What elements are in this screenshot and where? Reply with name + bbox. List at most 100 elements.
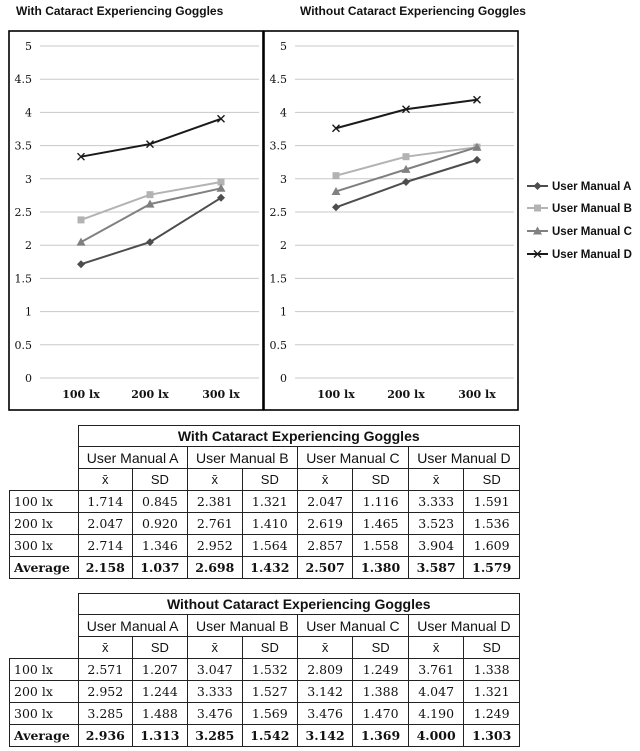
legend-label: User Manual C bbox=[552, 226, 632, 238]
data-point bbox=[145, 199, 155, 208]
table-cell: 2.507 bbox=[296, 556, 354, 579]
data-point bbox=[401, 164, 411, 173]
y-tick-label: 0 bbox=[280, 372, 287, 385]
table-cell: 3.047 bbox=[186, 658, 243, 681]
x-tick-label: 100 lx bbox=[62, 388, 100, 401]
table-cell: 3.285 bbox=[186, 724, 243, 747]
y-tick-label: 0.5 bbox=[15, 339, 33, 352]
legend-label: User Manual A bbox=[552, 181, 631, 193]
table-cell: 4.047 bbox=[407, 680, 465, 703]
sub-header: x̄ bbox=[296, 636, 354, 659]
table-corner bbox=[10, 447, 79, 469]
data-point bbox=[332, 124, 340, 133]
legend-marker bbox=[533, 250, 542, 258]
table-cell: 1.558 bbox=[352, 534, 409, 557]
group-header: User Manual D bbox=[407, 614, 521, 637]
table-cell: 1.249 bbox=[352, 658, 409, 681]
data-point bbox=[76, 237, 86, 246]
sub-header: SD bbox=[463, 468, 520, 491]
group-header: User Manual C bbox=[296, 446, 409, 469]
table-row: Average 2.936 1.313 3.285 1.542 3.142 1.369 4.0… bbox=[9, 724, 520, 747]
x-tick-label: 200 lx bbox=[131, 388, 169, 401]
table-cell: 1.532 bbox=[241, 658, 298, 681]
x-tick-label: 300 lx bbox=[202, 388, 240, 401]
sub-header: SD bbox=[132, 468, 188, 491]
sub-header: SD bbox=[352, 636, 409, 659]
table-row: Average 2.158 1.037 2.698 1.432 2.507 1.380 3.5… bbox=[9, 556, 520, 579]
row-label: Average bbox=[9, 724, 79, 747]
data-point bbox=[331, 186, 341, 195]
y-tick-label: 0 bbox=[25, 372, 32, 385]
table-cell: 1.346 bbox=[132, 534, 188, 557]
table-cell: 3.476 bbox=[186, 702, 243, 725]
table-cell: 2.619 bbox=[296, 512, 354, 535]
table-corner bbox=[10, 426, 79, 447]
sub-header: SD bbox=[132, 636, 188, 659]
table-cell: 1.488 bbox=[132, 702, 188, 725]
group-header: User Manual A bbox=[77, 446, 188, 469]
sub-header: x̄ bbox=[77, 468, 134, 491]
table-cell: 2.047 bbox=[77, 512, 134, 535]
table-cell: 1.410 bbox=[241, 512, 298, 535]
table-row: 100 lx 2.571 1.207 3.047 1.532 2.809 1.249 3.76… bbox=[9, 658, 520, 681]
table-row: 200 lx 2.047 0.920 2.761 1.410 2.619 1.465 3.52… bbox=[9, 512, 520, 535]
row-label: 200 lx bbox=[9, 512, 79, 535]
table-cell: 3.904 bbox=[407, 534, 465, 557]
table-cell: 1.249 bbox=[463, 702, 520, 725]
y-tick-label: 1 bbox=[25, 306, 32, 319]
table-row: 300 lx 3.285 1.488 3.476 1.569 3.476 1.470 4.19… bbox=[9, 702, 520, 725]
data-point bbox=[332, 172, 340, 180]
table-cell: 1.564 bbox=[241, 534, 298, 557]
x-tick-label: 300 lx bbox=[458, 388, 496, 401]
table-cell: 1.207 bbox=[132, 658, 188, 681]
sub-header: SD bbox=[463, 636, 520, 659]
data-point bbox=[402, 105, 410, 114]
table-cell: 1.609 bbox=[463, 534, 520, 557]
y-tick-label: 3.5 bbox=[270, 140, 288, 153]
y-tick-label: 2 bbox=[25, 239, 32, 252]
y-tick-label: 5 bbox=[25, 40, 32, 53]
x-tick-label: 200 lx bbox=[387, 388, 425, 401]
y-tick-label: 4 bbox=[280, 106, 287, 119]
row-label: 200 lx bbox=[9, 680, 79, 703]
data-point bbox=[472, 142, 482, 151]
table-cell: 2.952 bbox=[186, 534, 243, 557]
table-cell: 2.714 bbox=[77, 534, 134, 557]
legend-label: User Manual B bbox=[552, 203, 632, 215]
legend-label: User Manual D bbox=[552, 249, 632, 261]
table-corner bbox=[10, 615, 79, 637]
sub-header: SD bbox=[352, 468, 409, 491]
table-cell: 1.380 bbox=[352, 556, 409, 579]
table-corner bbox=[10, 469, 79, 491]
table-cell: 1.303 bbox=[463, 724, 520, 747]
y-tick-label: 4.5 bbox=[15, 73, 33, 86]
table-cell: 2.698 bbox=[186, 556, 243, 579]
table-title: Without Cataract Experiencing Goggles bbox=[77, 593, 520, 615]
sub-header: x̄ bbox=[296, 468, 354, 491]
data-point bbox=[146, 140, 154, 149]
y-tick-label: 3.5 bbox=[15, 140, 33, 153]
table-cell: 1.338 bbox=[463, 658, 520, 681]
data-point bbox=[217, 193, 225, 202]
y-tick-label: 2.5 bbox=[270, 206, 288, 219]
y-tick-label: 1 bbox=[280, 306, 287, 319]
series-line-2 bbox=[80, 181, 222, 221]
y-tick-label: 3 bbox=[280, 173, 287, 186]
y-tick-label: 0.5 bbox=[270, 339, 288, 352]
row-label: Average bbox=[9, 556, 79, 579]
series-line-4 bbox=[335, 98, 478, 130]
table-cell: 4.190 bbox=[407, 702, 465, 725]
table-cell: 2.936 bbox=[77, 724, 134, 747]
table-cell: 1.244 bbox=[132, 680, 188, 703]
table-cell: 1.037 bbox=[132, 556, 188, 579]
group-header: User Manual D bbox=[407, 446, 521, 469]
table-cell: 2.047 bbox=[296, 490, 354, 513]
sub-header: x̄ bbox=[407, 468, 465, 491]
data-point bbox=[473, 155, 481, 164]
y-tick-label: 1.5 bbox=[15, 272, 33, 285]
group-header: User Manual C bbox=[296, 614, 409, 637]
table-cell: 1.569 bbox=[241, 702, 298, 725]
legend-marker bbox=[534, 204, 541, 212]
table-cell: 1.579 bbox=[463, 556, 520, 579]
table-cell: 1.591 bbox=[463, 490, 520, 513]
